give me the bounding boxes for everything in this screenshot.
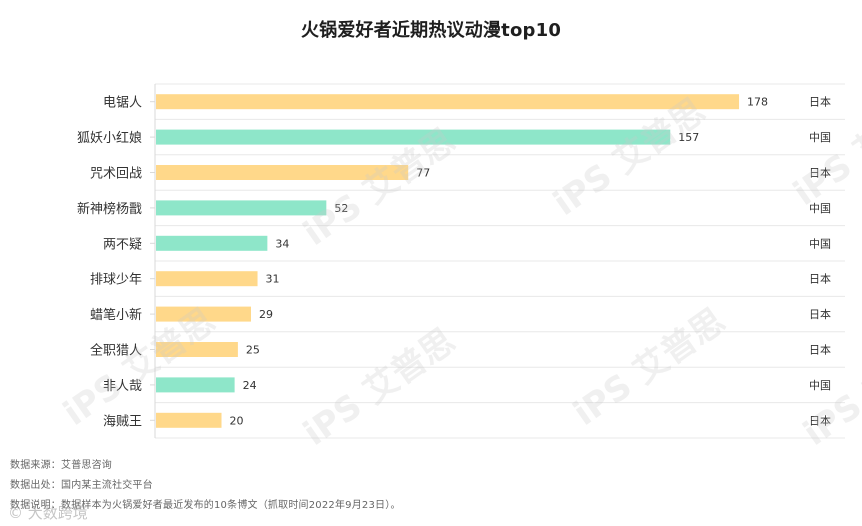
bar xyxy=(156,165,409,180)
origin-label: 中国 xyxy=(809,131,831,144)
origin-label: 日本 xyxy=(809,166,831,180)
category-label: 新神榜杨戬 xyxy=(77,201,142,217)
origin-label: 中国 xyxy=(809,202,831,215)
category-label: 两不疑 xyxy=(103,236,142,252)
bar xyxy=(156,235,268,251)
category-label: 狐妖小红娘 xyxy=(77,130,142,146)
bar xyxy=(156,377,235,393)
origin-label: 中国 xyxy=(809,237,831,250)
footnote-origin: 数据出处：国内某主流社交平台 xyxy=(10,480,153,491)
value-label: 31 xyxy=(266,273,280,286)
value-label: 20 xyxy=(230,414,244,427)
origin-label: 日本 xyxy=(809,272,831,286)
bar xyxy=(156,200,327,216)
value-label: 25 xyxy=(246,344,260,357)
origin-label: 日本 xyxy=(809,343,831,357)
category-label: 全职猎人 xyxy=(90,343,142,359)
bar xyxy=(156,94,740,110)
value-label: 157 xyxy=(678,131,699,144)
footnotes: 数据来源：艾普思咨询 数据出处：国内某主流社交平台 数据说明：数据样本为火锅爱好… xyxy=(10,456,401,516)
origin-label: 日本 xyxy=(809,307,831,321)
value-label: 77 xyxy=(416,167,430,180)
bar xyxy=(156,271,258,287)
category-label: 蜡笔小新 xyxy=(90,307,142,323)
category-label: 排球少年 xyxy=(90,273,142,288)
footnote-source: 数据来源：艾普思咨询 xyxy=(10,460,112,471)
category-label: 非人哉 xyxy=(103,379,142,394)
value-label: 178 xyxy=(747,96,768,109)
value-label: 52 xyxy=(334,202,348,215)
value-label: 29 xyxy=(259,308,273,321)
category-label: 海贼王 xyxy=(103,414,142,429)
value-label: 34 xyxy=(275,237,289,250)
category-label: 咒术回战 xyxy=(90,167,142,182)
origin-label: 日本 xyxy=(809,95,831,109)
bar xyxy=(156,306,251,322)
bar xyxy=(156,129,671,145)
origin-label: 日本 xyxy=(809,413,831,427)
value-label: 24 xyxy=(243,379,257,392)
bar xyxy=(156,342,238,357)
footnote-note: 数据说明：数据样本为火锅爱好者最近发布的10条博文（抓取时间2022年9月23日… xyxy=(10,500,401,511)
origin-label: 中国 xyxy=(809,379,831,392)
category-label: 电锯人 xyxy=(103,96,142,111)
brand-watermark: © 大数跨境 xyxy=(8,504,88,522)
chart-title: 火锅爱好者近期热议动漫top10 xyxy=(300,20,562,41)
bar xyxy=(156,412,222,428)
